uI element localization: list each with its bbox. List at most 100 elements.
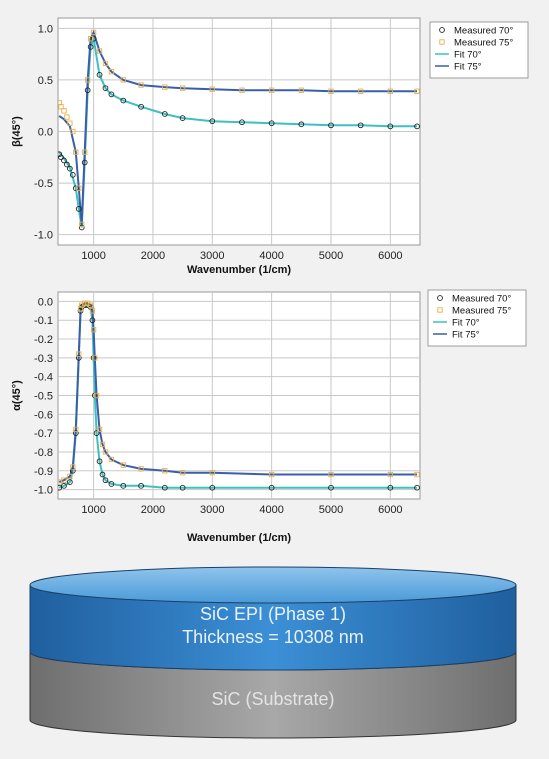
substrate-label: SiC (Substrate) xyxy=(211,689,334,709)
data-point xyxy=(268,120,275,127)
y-tick-label: -1.0 xyxy=(34,485,53,497)
data-point xyxy=(120,97,127,104)
data-point xyxy=(179,484,186,491)
x-tick-label: 3000 xyxy=(200,250,224,262)
data-point xyxy=(96,71,103,78)
data-point xyxy=(87,44,94,50)
data-point xyxy=(99,441,106,448)
legend-marker xyxy=(437,295,443,301)
data-point xyxy=(239,87,245,93)
data-point xyxy=(93,392,100,399)
y-axis-label: α(45°) xyxy=(11,380,23,411)
series-line xyxy=(58,34,417,228)
data-point xyxy=(298,87,304,93)
data-point xyxy=(120,482,127,489)
data-point xyxy=(102,85,109,92)
data-point xyxy=(79,221,85,228)
data-point xyxy=(209,470,215,476)
data-point xyxy=(75,355,82,361)
data-point xyxy=(69,171,76,178)
data-point xyxy=(58,484,63,491)
data-point xyxy=(90,29,97,36)
beta-chart: 1000 2000 3000 4000 5000 6000 1.0 0.5 0.0 -0.5 -1.… xyxy=(11,17,529,276)
data-point xyxy=(67,473,73,480)
x-tick-label: 1000 xyxy=(81,250,105,262)
data-point xyxy=(72,430,79,436)
x-tick-label: 5000 xyxy=(319,250,343,262)
data-point xyxy=(268,484,275,491)
data-point xyxy=(64,161,70,168)
data-point xyxy=(328,88,334,94)
data-point xyxy=(387,471,393,478)
data-point xyxy=(102,449,109,455)
data-point xyxy=(61,482,67,489)
y-tick-label: -0.5 xyxy=(34,178,53,190)
data-point xyxy=(298,121,305,128)
data-point xyxy=(67,120,73,126)
data-point xyxy=(67,165,73,172)
data-point xyxy=(387,484,394,491)
data-point xyxy=(162,468,168,474)
data-point xyxy=(102,477,109,484)
x-tick-label: 6000 xyxy=(378,504,402,516)
data-point xyxy=(89,308,96,314)
legend-label: Measured 75° xyxy=(454,38,513,49)
legend-label: Measured 70° xyxy=(452,294,511,305)
data-point xyxy=(108,481,115,487)
data-point xyxy=(58,154,64,161)
data-point xyxy=(179,470,186,476)
epi-layer-top xyxy=(29,566,517,604)
data-point xyxy=(61,477,67,483)
data-point xyxy=(414,123,420,130)
legend-box xyxy=(429,21,529,79)
data-point xyxy=(239,119,245,126)
data-point xyxy=(120,462,126,468)
y-tick-label: -0.2 xyxy=(34,334,53,346)
data-point xyxy=(108,91,115,98)
data-point xyxy=(414,88,420,94)
data-point xyxy=(179,85,186,91)
data-point xyxy=(72,185,79,192)
legend: Measured 70°Measured 75°Fit 70°Fit 75° xyxy=(429,21,529,79)
data-point xyxy=(414,484,420,491)
data-point xyxy=(69,467,76,474)
data-point xyxy=(87,302,94,308)
x-tick-label: 2000 xyxy=(141,250,165,262)
data-point xyxy=(108,69,115,75)
data-point xyxy=(161,484,168,491)
data-point xyxy=(387,88,393,94)
epi-thickness-label: Thickness = 10308 nm xyxy=(182,627,364,647)
legend-box xyxy=(427,289,527,347)
epi-layer xyxy=(29,584,517,671)
data-point xyxy=(108,456,115,463)
x-tick-label: 4000 xyxy=(259,250,283,262)
series-line xyxy=(58,302,417,484)
x-tick-label: 1000 xyxy=(81,504,105,516)
epi-layer-label: SiC EPI (Phase 1) xyxy=(200,604,346,624)
data-point xyxy=(387,123,394,130)
data-point xyxy=(82,300,88,306)
data-point xyxy=(90,35,97,42)
legend-marker xyxy=(439,39,445,45)
data-point xyxy=(87,35,94,42)
legend-label: Measured 70° xyxy=(454,26,513,37)
data-point xyxy=(61,108,67,114)
data-point xyxy=(209,484,216,491)
data-point xyxy=(179,115,186,121)
data-point xyxy=(357,122,364,129)
legend: Measured 70°Measured 75°Fit 70°Fit 75° xyxy=(427,289,527,347)
data-point xyxy=(67,479,73,485)
y-tick-label: 0.0 xyxy=(38,296,53,308)
data-point xyxy=(82,149,88,155)
legend-marker xyxy=(437,307,443,313)
y-tick-label: -0.7 xyxy=(34,428,53,440)
data-point xyxy=(85,77,91,83)
y-tick-label: -0.4 xyxy=(34,372,53,384)
legend-label: Fit 70° xyxy=(452,318,480,329)
data-point xyxy=(84,87,91,94)
data-point xyxy=(138,103,144,110)
y-tick-label: 0.5 xyxy=(38,75,53,87)
y-tick-label: -0.1 xyxy=(34,315,53,327)
y-tick-label: -1.0 xyxy=(34,230,53,242)
